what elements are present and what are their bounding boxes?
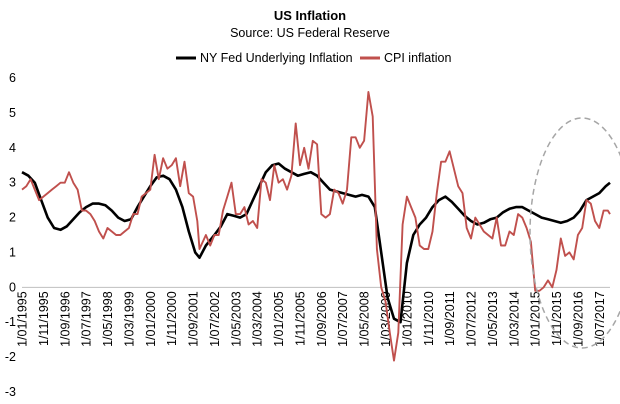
x-tick-label: 1/05/2008 [358, 291, 372, 347]
x-tick-label: 1/03/1999 [122, 291, 136, 347]
y-axis-ticks: 6 5 4 3 2 1 0 -1 -2 -3 [5, 71, 16, 399]
legend-label-ny-fed: NY Fed Underlying Inflation [200, 51, 353, 65]
series-lines [21, 91, 611, 362]
x-tick-label: 1/07/2007 [336, 291, 350, 347]
x-tick-label: 1/05/2003 [229, 291, 243, 347]
y-tick-label: 1 [9, 245, 16, 259]
x-tick-label: 1/03/2014 [507, 291, 521, 347]
x-tick-label: 1/05/1998 [101, 291, 115, 347]
x-tick-label: 1/01/2015 [529, 291, 543, 347]
chart-title: US Inflation [274, 8, 346, 23]
x-tick-label: 1/07/1997 [80, 291, 94, 347]
x-tick-label: 1/01/1995 [16, 291, 30, 347]
x-tick-label: 1/07/2002 [208, 291, 222, 347]
y-tick-label: 3 [9, 176, 16, 190]
x-tick-label: 1/11/2010 [422, 291, 436, 346]
x-tick-label: 1/11/1995 [37, 291, 51, 346]
y-tick-label: 6 [9, 71, 16, 85]
x-tick-label: 1/09/2011 [443, 291, 457, 346]
x-tick-label: 1/07/2017 [593, 291, 607, 347]
y-tick-label: 4 [9, 141, 16, 155]
chart-legend: NY Fed Underlying Inflation CPI inflatio… [176, 51, 451, 65]
x-tick-label: 1/09/2001 [187, 291, 201, 347]
x-tick-label: 1/01/2000 [144, 291, 158, 347]
y-tick-label: -1 [5, 315, 16, 329]
x-tick-label: 1/05/2013 [486, 291, 500, 347]
x-tick-label: 1/11/2000 [165, 291, 179, 346]
x-tick-label: 1/03/2004 [251, 291, 265, 347]
series-line-ny-fed-underlying [21, 162, 611, 324]
x-tick-label: 1/01/2010 [400, 291, 414, 347]
x-tick-label: 1/01/2005 [272, 291, 286, 347]
legend-label-cpi: CPI inflation [384, 51, 451, 65]
x-tick-label: 1/09/2006 [315, 291, 329, 347]
y-tick-label: 0 [9, 280, 16, 294]
y-tick-label: -2 [5, 350, 16, 364]
y-tick-label: 2 [9, 211, 16, 225]
highlight-ellipse-annotation [529, 117, 620, 349]
y-tick-label: -3 [5, 385, 16, 399]
series-line-cpi [21, 91, 611, 362]
x-tick-label: 1/09/1996 [58, 291, 72, 347]
x-tick-label: 1/11/2005 [294, 291, 308, 346]
y-tick-label: 5 [9, 106, 16, 120]
x-tick-label: 1/11/2015 [550, 291, 564, 346]
x-tick-label: 1/09/2016 [571, 291, 585, 347]
x-tick-label: 1/07/2012 [465, 291, 479, 347]
x-axis-ticks: 1/01/1995 1/11/1995 1/09/1996 1/07/1997 1/05… [16, 291, 607, 347]
chart-subtitle: Source: US Federal Reserve [230, 26, 390, 40]
